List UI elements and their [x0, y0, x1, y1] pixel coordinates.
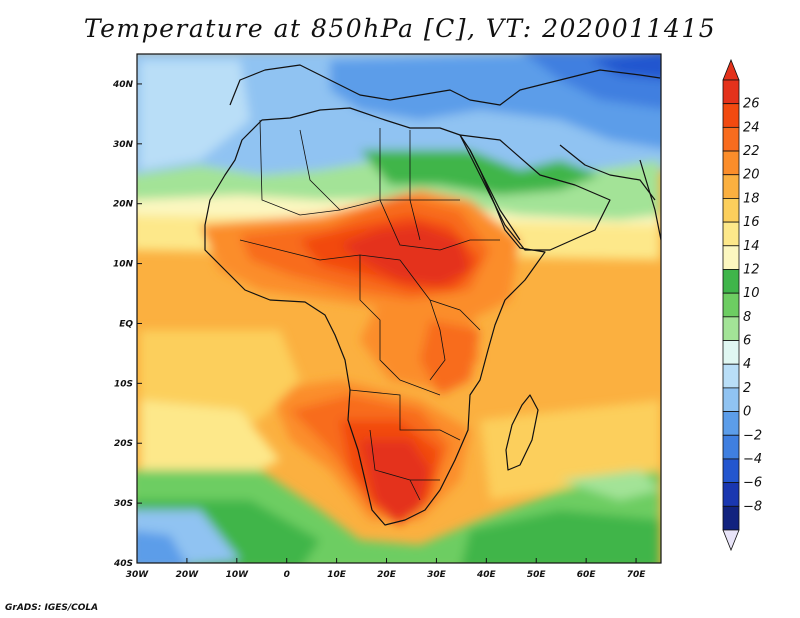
colorbar-swatch: [722, 340, 740, 365]
arabian-peninsula-coastline: [459, 134, 611, 251]
coastlines: [204, 64, 661, 526]
lon-tick-label: 0: [284, 570, 290, 580]
colorbar-label: 18: [743, 191, 760, 206]
colorbar-top-arrow: [722, 58, 740, 81]
colorbar-swatch: [722, 458, 740, 484]
map-frame: [136, 53, 662, 564]
colorbar-bottom-arrow: [722, 529, 740, 552]
colorbar-label: 12: [743, 262, 760, 277]
lat-tick-label: 10N: [113, 260, 134, 270]
chart-title: Temperature at 850hPa [C], VT: 202001141…: [83, 14, 717, 43]
lat-tick-label: 30S: [114, 499, 133, 509]
colorbar-swatch: [722, 269, 740, 294]
country-borders: [239, 119, 500, 501]
lon-tick-label: 30W: [126, 570, 150, 580]
colorbar-label: 0: [743, 405, 751, 420]
colorbar-label: −8: [743, 499, 762, 514]
colorbar-label: 22: [743, 144, 760, 159]
colorbar-label: −4: [743, 452, 762, 467]
colorbar-swatch: [722, 198, 740, 223]
colorbar-swatch: [722, 316, 740, 341]
lat-tick-label: 40S: [113, 559, 133, 569]
colorbar-swatch: [722, 221, 740, 247]
latitude-axis: 40N 30N 20N 10N EQ 10S 20S 30S 40S: [112, 80, 142, 569]
lon-tick-label: 20E: [377, 570, 397, 580]
lat-tick-label: 20N: [113, 200, 134, 210]
lat-tick-label: 40N: [112, 80, 134, 90]
colorbar-label: 6: [743, 334, 751, 349]
colorbar-label: 16: [743, 215, 760, 230]
lon-tick-label: 10E: [327, 570, 347, 580]
longitude-axis: 30W 20W 10W 0 10E 20E 30E 40E 50E 60E 70E: [126, 558, 646, 580]
colorbar-swatch: [722, 434, 740, 460]
colorbar-swatch: [722, 245, 740, 270]
colorbar-label: 24: [743, 120, 760, 135]
red-sea-coastline: [469, 149, 521, 241]
colorbar-label: 26: [743, 97, 760, 112]
colorbar-label: 2: [743, 381, 751, 396]
lat-tick-label: 30N: [113, 140, 134, 150]
colorbar-swatch: [722, 126, 740, 152]
lon-tick-label: 50E: [527, 570, 547, 580]
colorbar-swatch: [722, 411, 740, 436]
europe-coastline: [229, 64, 661, 106]
colorbar-swatch: [722, 292, 740, 318]
lon-tick-label: 40E: [476, 570, 497, 580]
colorbar-swatch: [722, 363, 740, 389]
lon-tick-label: 10W: [226, 570, 250, 580]
madagascar-coastline: [505, 394, 539, 471]
colorbar-label: 4: [743, 357, 751, 372]
colorbar-swatch: [722, 482, 740, 507]
colorbar-label: 8: [743, 310, 751, 325]
footer-credit: GrADS: IGES/COLA: [5, 603, 99, 613]
colorbar-swatch: [722, 150, 740, 176]
colorbar-swatch: [722, 103, 740, 128]
india-coastline: [639, 159, 661, 241]
colorbar-swatch: [722, 387, 740, 412]
lon-tick-label: 60E: [577, 570, 597, 580]
persian-gulf-coastline: [559, 144, 656, 201]
africa-coastline: [204, 107, 546, 526]
colorbar-swatch: [722, 79, 740, 105]
colorbar-swatch: [722, 505, 740, 531]
lon-tick-label: 20W: [176, 570, 200, 580]
colorbar-label: 10: [743, 286, 760, 301]
lat-tick-label: EQ: [119, 319, 133, 329]
colorbar-swatch: [722, 174, 740, 199]
colorbar-label: 14: [743, 239, 760, 254]
lat-tick-label: 10S: [114, 379, 133, 389]
temperature-field: [137, 54, 661, 563]
colorbar-label: 20: [743, 168, 760, 183]
lon-tick-label: 70E: [627, 570, 647, 580]
colorbar-label: −6: [743, 476, 762, 491]
colorbar-label: −2: [743, 428, 762, 443]
lat-tick-label: 20S: [114, 439, 133, 449]
lon-tick-label: 30E: [427, 570, 447, 580]
